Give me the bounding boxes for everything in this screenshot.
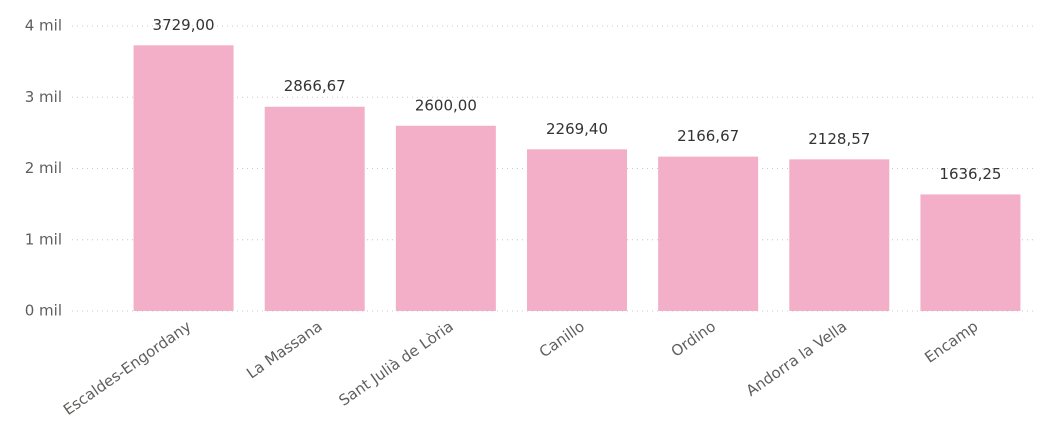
value-label: 2269,40 (546, 120, 608, 138)
value-label: 2600,00 (415, 96, 477, 114)
x-tick-label: Andorra la Vella (743, 317, 850, 400)
value-label: 1636,25 (939, 165, 1001, 183)
x-tick-label: Sant Julià de Lòria (335, 317, 456, 409)
y-tick-label: 0 mil (25, 302, 62, 320)
x-tick-label: Canillo (536, 317, 588, 361)
bar (920, 194, 1021, 311)
x-tick-label: Escaldes-Engordany (60, 317, 195, 419)
y-tick-label: 3 mil (25, 88, 62, 106)
bar (789, 159, 890, 311)
y-tick-label: 4 mil (25, 17, 62, 35)
x-tick-label: Ordino (668, 317, 719, 360)
y-tick-label: 2 mil (25, 159, 62, 177)
x-tick-label: La Massana (243, 317, 325, 382)
bar (395, 125, 496, 311)
bar (133, 45, 234, 312)
bar (658, 156, 759, 311)
bar (527, 149, 627, 311)
value-label: 2166,67 (677, 127, 739, 145)
x-tick-label: Encamp (921, 317, 981, 366)
value-label: 2128,57 (808, 130, 870, 148)
value-label: 3729,00 (153, 16, 215, 34)
value-label: 2866,67 (284, 77, 346, 95)
y-tick-label: 1 mil (25, 230, 62, 248)
bar (264, 106, 365, 312)
